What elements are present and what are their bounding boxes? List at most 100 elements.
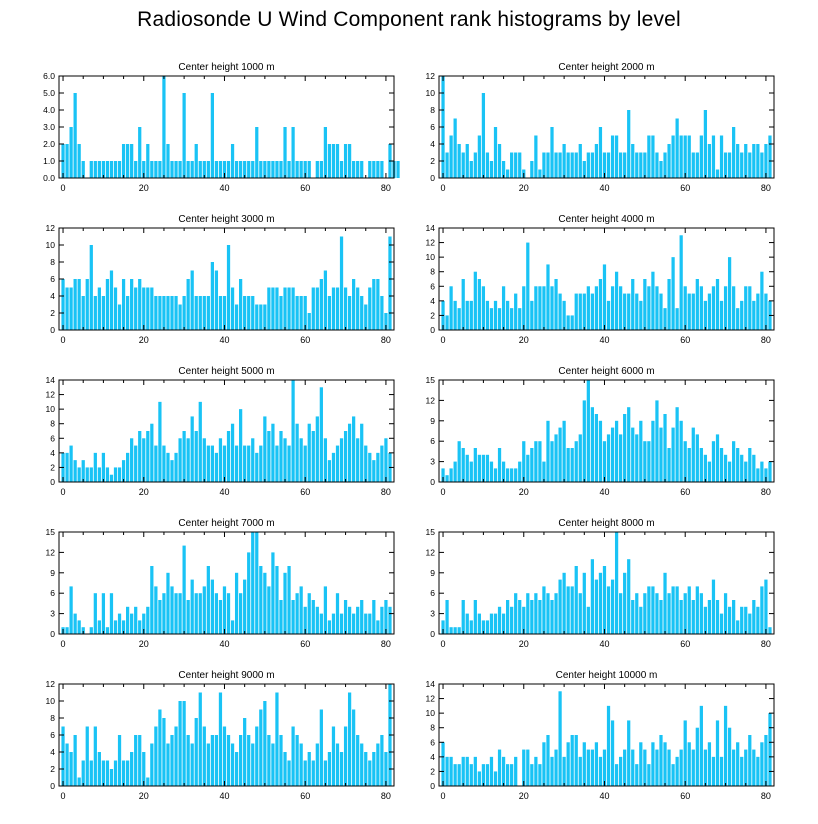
panel-2-xtick-label: 80 [761,183,771,193]
panel-9-bar [93,726,97,786]
panel-9-bar [162,718,166,786]
panel-10-bar [602,749,607,786]
panel-10-bar [574,735,578,786]
panel-10-bar [554,749,558,786]
panel-2-bar [675,118,679,178]
panel-8-xtick-label: 80 [761,639,771,649]
panel-10-bar [711,756,716,786]
panel-10-bar [748,735,752,786]
panel-7-bar [170,586,174,634]
panel-1-bar [130,144,134,178]
panel-1-bar [263,161,267,178]
panel-4-ytick-label: 2 [430,310,435,320]
panel-10-bar [764,735,768,786]
panel-10-bar [675,756,679,786]
panel-1-bar [218,161,223,178]
panel-9-bar [319,709,323,786]
panel-3-bar [368,287,372,330]
panel-7-bar [154,586,158,634]
panel-4-bar [550,286,554,330]
panel-6-bar [703,454,708,482]
panel-1-xtick-label: 80 [381,183,391,193]
panel-5-ytick-label: 12 [46,390,56,400]
panel-7-title: Center height 7000 m [178,518,274,529]
panel-3-bar [226,245,231,330]
panel-9-xtick-label: 40 [219,791,229,801]
panel-1-bar [356,161,360,178]
panel-2-ytick-label: 10 [426,88,436,98]
panel-9-bar [263,701,267,786]
panel-8-bar [445,600,449,634]
panel-2-bar [699,135,703,178]
panel-5-bar [368,452,372,482]
panel-8-bar [614,532,619,634]
panel-4-bar [663,308,667,330]
panel-9-bar [339,752,344,786]
panel-3-bar [150,287,154,330]
panel-8-bar [501,613,506,634]
panel-7-ytick-label: 3 [50,609,55,619]
panel-10-bar [715,720,720,786]
panel-4-bar [699,286,703,330]
panel-1-xtick-label: 60 [300,183,310,193]
panel-3-ytick-label: 10 [46,240,56,250]
panel-2-bar [493,127,498,178]
panel-8-bar [566,586,570,634]
panel-7-bar [65,627,69,634]
panel-5-bar [376,452,380,482]
panel-1-bar [372,161,376,178]
panel-1-bar [89,161,93,178]
panel-1-ytick-label: 5.0 [43,88,55,98]
panel-4-bar [651,271,655,330]
panel-3-bar [255,304,259,330]
panel-9-bar [299,743,303,786]
panel-7-bar [134,606,138,634]
panel-8-bar [691,600,695,634]
panel-4-bar [732,286,736,330]
panel-10-bar [485,764,490,786]
panel-6-bar [506,468,510,482]
panel-7-bar [239,593,243,634]
panel-10-bar [570,735,574,786]
panel-8-bar [473,600,477,634]
panel-5-bar [113,467,118,482]
panel-4-bar [647,286,651,330]
panel-5-bar [81,460,85,482]
panel-6-bar [740,454,744,482]
panel-3-bar [142,287,146,330]
panel-6-bar [687,448,691,482]
panel-9-bar [214,735,219,786]
panel-1-bar [331,144,336,178]
panel-4-bar [493,300,498,330]
panel-5-xtick-label: 20 [139,487,149,497]
panel-7-bar [388,606,392,634]
panel-7-bar [174,593,178,634]
panel-8-bar [756,606,760,634]
panel-4-bar [514,293,518,330]
panel-8-bar [449,627,453,634]
panel-8-bar [643,593,647,634]
panel-5-bar [372,460,376,482]
panel-9-ytick-label: 4 [50,747,55,757]
panel-9-bar [170,735,174,786]
panel-2-bar [727,152,732,178]
panel-3-bar [327,296,332,330]
panel-1-bar [307,161,311,178]
panel-4-bar [538,286,542,330]
panel-7-bar [73,613,77,634]
panel-2-bar [558,152,562,178]
panel-1-bar [194,144,198,178]
panel-5-bar [255,452,259,482]
panel-9-bar [271,743,275,786]
panel-3-bar [194,296,198,330]
panel-9-bar [150,743,154,786]
panel-6-bar [594,414,599,482]
panel-8-bar [687,586,691,634]
panel-1-bar [247,161,251,178]
panel-2-bar [723,152,728,178]
panel-3-bar [154,296,158,330]
panel-4-bar [719,300,724,330]
panel-1-xtick-label: 20 [139,183,149,193]
panel-7-xtick-label: 20 [139,639,149,649]
panel-5-bar [93,452,97,482]
